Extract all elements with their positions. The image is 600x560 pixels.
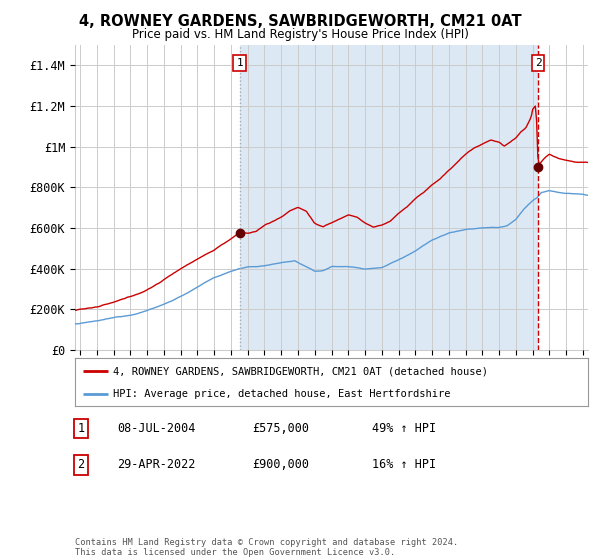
Text: 1: 1 (236, 58, 243, 68)
Bar (239, 45, 538, 350)
Text: 2: 2 (535, 58, 542, 68)
Text: 4, ROWNEY GARDENS, SAWBRIDGEWORTH, CM21 0AT: 4, ROWNEY GARDENS, SAWBRIDGEWORTH, CM21 … (79, 14, 521, 29)
Text: 29-APR-2022: 29-APR-2022 (117, 458, 196, 472)
Text: 4, ROWNEY GARDENS, SAWBRIDGEWORTH, CM21 0AT (detached house): 4, ROWNEY GARDENS, SAWBRIDGEWORTH, CM21 … (113, 366, 488, 376)
Text: £900,000: £900,000 (252, 458, 309, 472)
Text: 1: 1 (77, 422, 85, 435)
Text: Price paid vs. HM Land Registry's House Price Index (HPI): Price paid vs. HM Land Registry's House … (131, 28, 469, 41)
Text: HPI: Average price, detached house, East Hertfordshire: HPI: Average price, detached house, East… (113, 389, 451, 399)
Text: 08-JUL-2004: 08-JUL-2004 (117, 422, 196, 435)
Text: 49% ↑ HPI: 49% ↑ HPI (372, 422, 436, 435)
Text: 2: 2 (77, 458, 85, 472)
Text: Contains HM Land Registry data © Crown copyright and database right 2024.
This d: Contains HM Land Registry data © Crown c… (75, 538, 458, 557)
Text: 16% ↑ HPI: 16% ↑ HPI (372, 458, 436, 472)
Text: £575,000: £575,000 (252, 422, 309, 435)
